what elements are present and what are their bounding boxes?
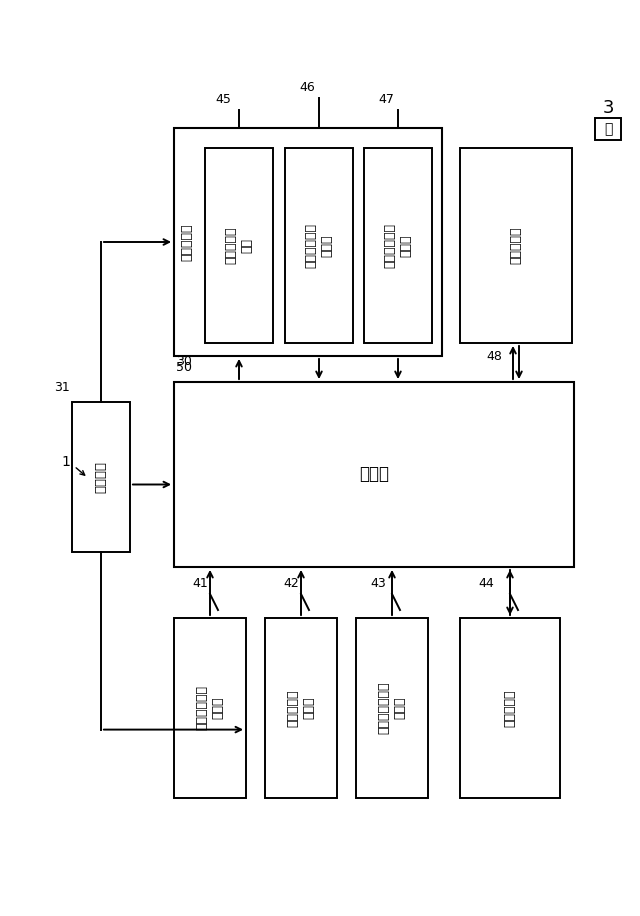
- Text: 操作パネル: 操作パネル: [504, 689, 516, 726]
- Text: 43: 43: [370, 577, 386, 590]
- Bar: [460, 618, 560, 798]
- Bar: [595, 118, 621, 140]
- Text: 46: 46: [299, 81, 315, 94]
- Bar: [364, 148, 432, 343]
- Text: 電動モータ: 電動モータ: [180, 224, 193, 261]
- Text: 31: 31: [54, 381, 70, 394]
- Text: モータトルク
検出部: モータトルク 検出部: [305, 223, 333, 268]
- Bar: [356, 618, 428, 798]
- Text: 41: 41: [192, 577, 208, 590]
- Bar: [285, 148, 353, 343]
- Text: 1: 1: [61, 455, 70, 469]
- Text: 42: 42: [283, 577, 299, 590]
- Text: バッテリ状態
検出部: バッテリ状態 検出部: [195, 685, 225, 730]
- Bar: [265, 618, 337, 798]
- Text: 3: 3: [602, 99, 614, 117]
- Bar: [205, 148, 273, 343]
- Bar: [174, 618, 246, 798]
- Bar: [174, 382, 574, 567]
- Text: モータ駆動
回路: モータ駆動 回路: [225, 227, 253, 264]
- Text: 30: 30: [176, 355, 192, 368]
- Bar: [72, 402, 130, 552]
- Text: モータ回転数
検出部: モータ回転数 検出部: [383, 223, 413, 268]
- Text: 47: 47: [378, 93, 394, 106]
- Text: 48: 48: [486, 350, 502, 363]
- Text: 45: 45: [215, 93, 231, 106]
- Text: 44: 44: [478, 577, 493, 590]
- Text: 図: 図: [604, 122, 612, 136]
- Bar: [460, 148, 572, 343]
- Text: クランク回転数
検出部: クランク回転数 検出部: [378, 682, 406, 735]
- Text: バッテリ: バッテリ: [95, 461, 108, 493]
- Text: 制御部: 制御部: [359, 465, 389, 484]
- Bar: [174, 128, 442, 356]
- Text: 無線通信部: 無線通信部: [509, 227, 522, 264]
- Text: 入力トルク
検出部: 入力トルク 検出部: [287, 689, 316, 726]
- Text: 50: 50: [176, 361, 192, 374]
